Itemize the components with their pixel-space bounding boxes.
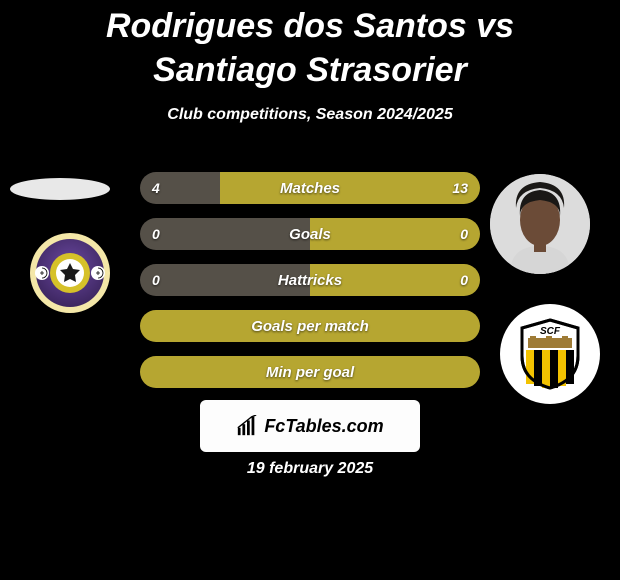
club-right-badge: SCF [500, 304, 600, 404]
bar-value-right: 0 [460, 218, 468, 250]
comparison-row: Goals per match [140, 310, 480, 342]
bar-label: Matches [140, 172, 480, 204]
brand-text: FcTables.com [264, 416, 383, 437]
chart-icon [236, 415, 258, 437]
bar-label: Min per goal [140, 356, 480, 388]
player-right-avatar [490, 174, 590, 274]
page-title: Rodrigues dos Santos vs Santiago Strasor… [0, 0, 620, 92]
bar-value-left: 0 [152, 218, 160, 250]
comparison-row: Matches4 13 [140, 172, 480, 204]
footer-date: 19 february 2025 [0, 460, 620, 478]
bar-value-left: 4 [152, 172, 160, 204]
comparison-row: Hattricks0 0 [140, 264, 480, 296]
club-left-badge [20, 230, 120, 316]
comparison-row: Goals0 0 [140, 218, 480, 250]
bar-label: Goals per match [140, 310, 480, 342]
bar-value-left: 0 [152, 264, 160, 296]
player-left-avatar [10, 178, 110, 200]
bar-value-right: 0 [460, 264, 468, 296]
brand-badge: FcTables.com [200, 400, 420, 452]
page-subtitle: Club competitions, Season 2024/2025 [0, 106, 620, 124]
bar-value-right: 13 [452, 172, 468, 204]
comparison-chart: Matches413Goals00Hattricks00Goals per ma… [140, 172, 480, 402]
bar-label: Goals [140, 218, 480, 250]
club-right-acronym: SCF [540, 326, 561, 337]
comparison-row: Min per goal [140, 356, 480, 388]
bar-label: Hattricks [140, 264, 480, 296]
